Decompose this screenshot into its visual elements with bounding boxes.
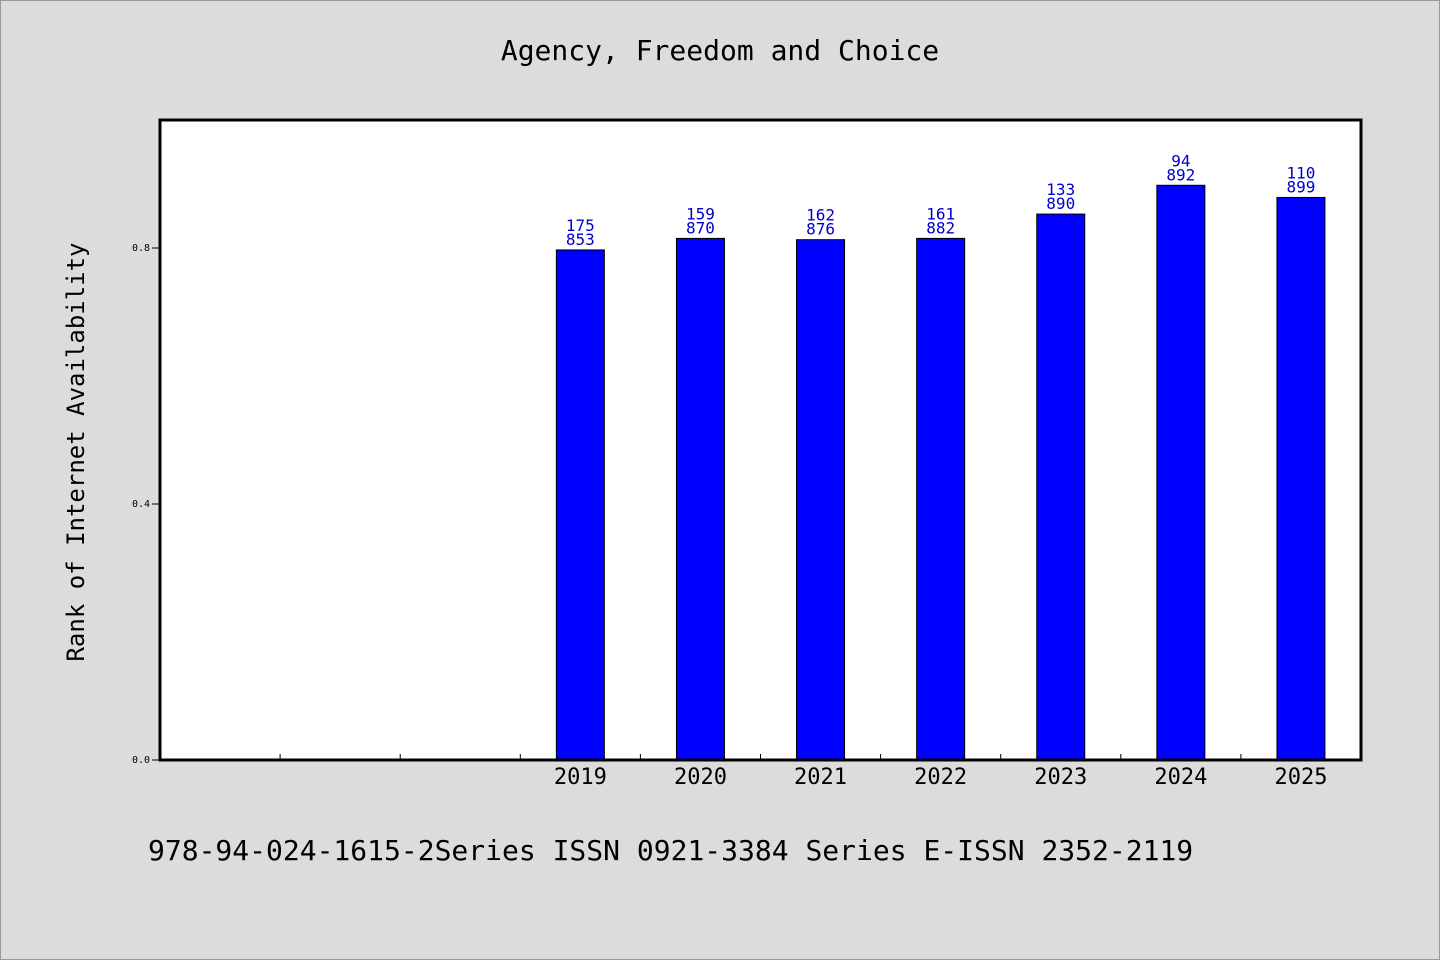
- bar: [796, 239, 846, 761]
- y-tick-label: 0.4: [132, 499, 150, 510]
- bar-label-bottom: 870: [686, 218, 715, 237]
- footer-isbn-issn: 978-94-024-1615-2Series ISSN 0921-3384 S…: [148, 834, 1194, 867]
- bar-label-bottom: 890: [1046, 194, 1075, 213]
- bar-label-top: 162: [806, 206, 835, 225]
- bar-label-top: 94: [1171, 151, 1190, 170]
- bar: [1276, 196, 1326, 761]
- chart-title: Agency, Freedom and Choice: [500, 34, 940, 67]
- x-tick-label: 2023: [1034, 765, 1087, 790]
- y-tick-label: 0.0: [132, 755, 150, 766]
- x-tick-label: 2024: [1154, 765, 1207, 790]
- bar: [555, 249, 605, 761]
- bar-label-bottom: 892: [1166, 165, 1195, 184]
- bar: [1156, 184, 1206, 761]
- bar-label-bottom: 876: [806, 220, 835, 239]
- x-tick-label: 2020: [674, 765, 727, 790]
- plot-border: [158, 118, 1363, 762]
- bar-label-top: 161: [926, 204, 955, 223]
- bar-label-top: 159: [686, 204, 715, 223]
- bar-label-bottom: 853: [566, 230, 595, 249]
- bar: [916, 237, 966, 761]
- bar-label-top: 110: [1286, 163, 1315, 182]
- x-tick-label: 2019: [554, 765, 607, 790]
- x-tick-label: 2021: [794, 765, 847, 790]
- bar-label-top: 175: [566, 216, 595, 235]
- bar: [1036, 213, 1086, 761]
- bar: [675, 237, 725, 761]
- x-tick-label: 2025: [1274, 765, 1327, 790]
- bar-label-top: 133: [1046, 180, 1075, 199]
- bar-label-bottom: 882: [926, 218, 955, 237]
- bar-label-bottom: 899: [1286, 177, 1315, 196]
- x-tick-label: 2022: [914, 765, 967, 790]
- y-tick-label: 0.8: [132, 243, 150, 254]
